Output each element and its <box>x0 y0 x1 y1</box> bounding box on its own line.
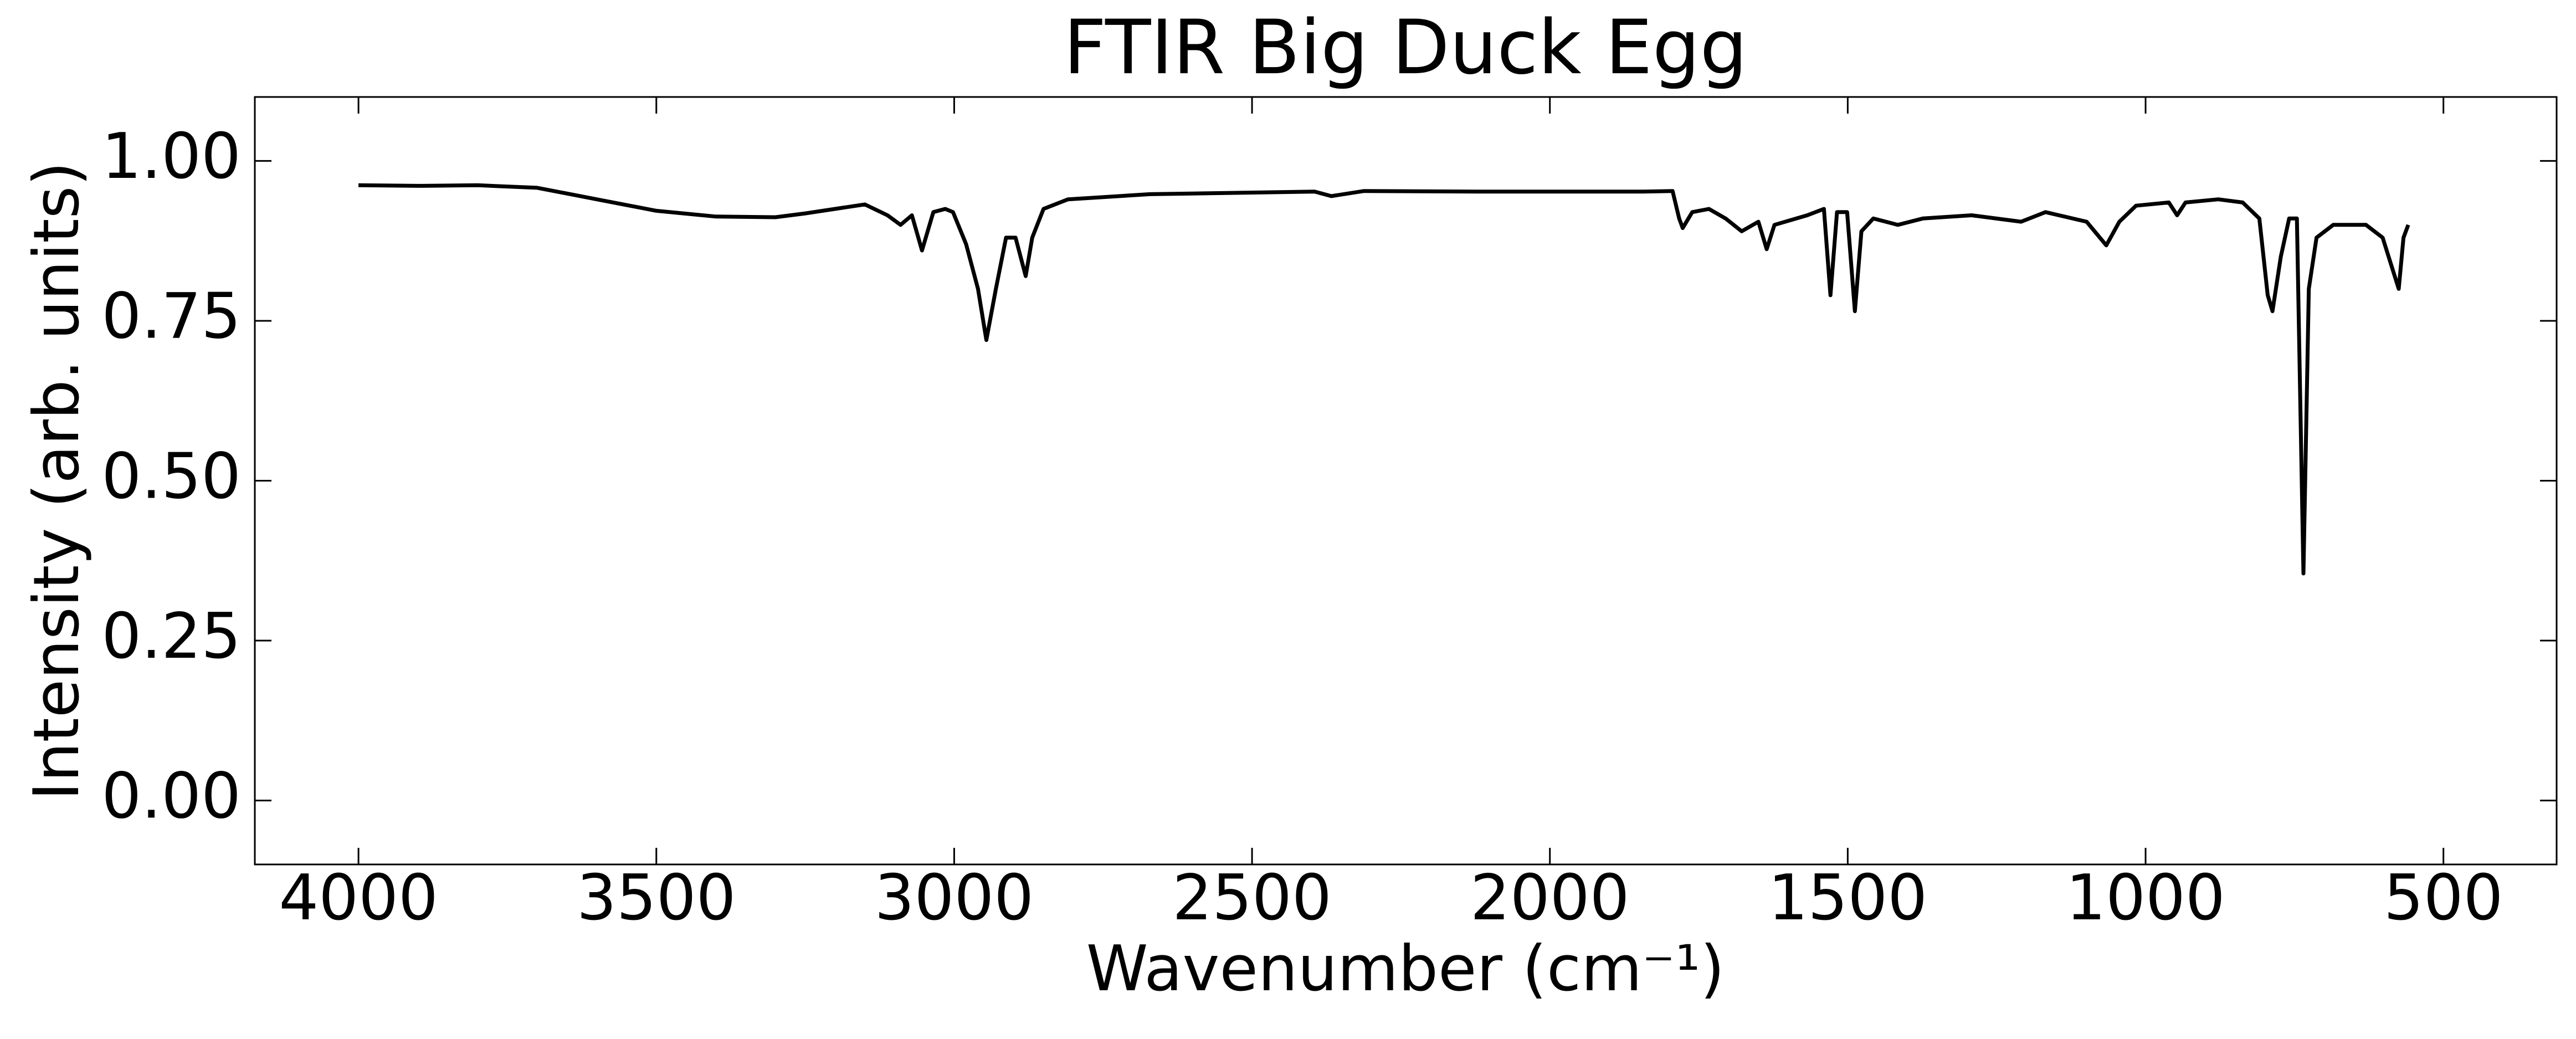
x-tick-label: 500 <box>2384 861 2503 934</box>
x-tick-label: 3500 <box>577 861 736 934</box>
x-tick-label: 1000 <box>2066 861 2225 934</box>
y-axis-label: Intensity (arb. units) <box>20 161 93 800</box>
y-tick-label: 0.75 <box>101 280 241 353</box>
plot-frame <box>254 96 2558 866</box>
x-tick-label: 4000 <box>279 861 438 934</box>
x-axis-label: Wavenumber (cm⁻¹) <box>1086 932 1725 1005</box>
spectrum-line <box>358 183 2410 576</box>
x-tick-label: 3000 <box>875 861 1034 934</box>
x-tick-label: 2500 <box>1172 861 1332 934</box>
x-tick-label: 2000 <box>1470 861 1630 934</box>
chart-title: FTIR Big Duck Egg <box>1064 4 1748 91</box>
x-tick-label: 1500 <box>1768 861 1928 934</box>
y-tick-label: 0.50 <box>101 439 241 513</box>
y-tick-label: 0.25 <box>101 600 241 673</box>
y-tick-label: 0.00 <box>101 759 241 832</box>
y-tick-label: 1.00 <box>101 120 241 193</box>
